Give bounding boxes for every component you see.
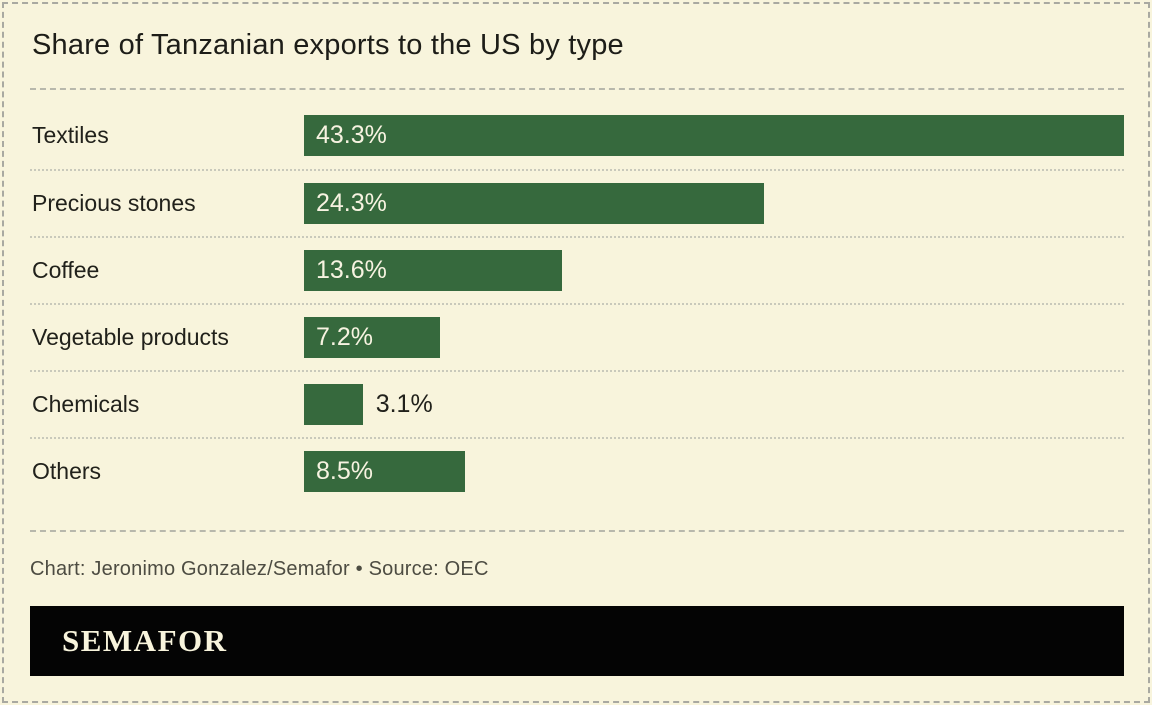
category-label: Chemicals [32, 391, 140, 417]
chart-title: Share of Tanzanian exports to the US by … [32, 29, 624, 61]
chart-row: Chemicals 3.1% [30, 370, 1124, 437]
bar: 7.2% [304, 317, 441, 358]
bar-chart: Textiles 43.3% Precious stones 24.3% Coffee 1… [30, 90, 1124, 530]
value-label: 24.3% [316, 189, 387, 217]
title-section: Share of Tanzanian exports to the US by … [30, 4, 1124, 90]
value-label: 13.6% [316, 256, 387, 284]
chart-row: Vegetable products 7.2% [30, 303, 1124, 370]
bar-area: 24.3% [304, 171, 1124, 236]
category-label: Others [32, 458, 102, 484]
semafor-logo-bar: SEMAFOR [30, 606, 1124, 676]
chart-credit: Chart: Jeronimo Gonzalez/Semafor • Sourc… [30, 557, 489, 580]
chart-row: Precious stones 24.3% [30, 169, 1124, 236]
bar-area: 43.3% [304, 102, 1124, 169]
value-label: 8.5% [316, 457, 373, 485]
value-label: 43.3% [316, 121, 387, 149]
semafor-logo: SEMAFOR [62, 623, 228, 658]
bar-area: 7.2% [304, 305, 1124, 370]
category-label: Precious stones [32, 190, 196, 216]
bar: 8.5% [304, 451, 465, 492]
chart-row: Coffee 13.6% [30, 236, 1124, 303]
category-label: Coffee [32, 257, 100, 283]
bar: 13.6% [304, 250, 562, 291]
bar [304, 384, 363, 425]
bar: 24.3% [304, 183, 765, 224]
category-label: Textiles [32, 122, 109, 148]
footer-section: Chart: Jeronimo Gonzalez/Semafor • Sourc… [30, 530, 1124, 606]
value-label: 3.1% [375, 390, 433, 418]
bar-area: 3.1% [304, 372, 1124, 437]
bar-area: 8.5% [304, 439, 1124, 504]
value-label: 7.2% [316, 323, 373, 351]
chart-row: Textiles 43.3% [30, 102, 1124, 169]
bar: 43.3% [304, 115, 1124, 156]
chart-row: Others 8.5% [30, 437, 1124, 504]
category-label: Vegetable products [32, 324, 229, 350]
bar-area: 13.6% [304, 238, 1124, 303]
